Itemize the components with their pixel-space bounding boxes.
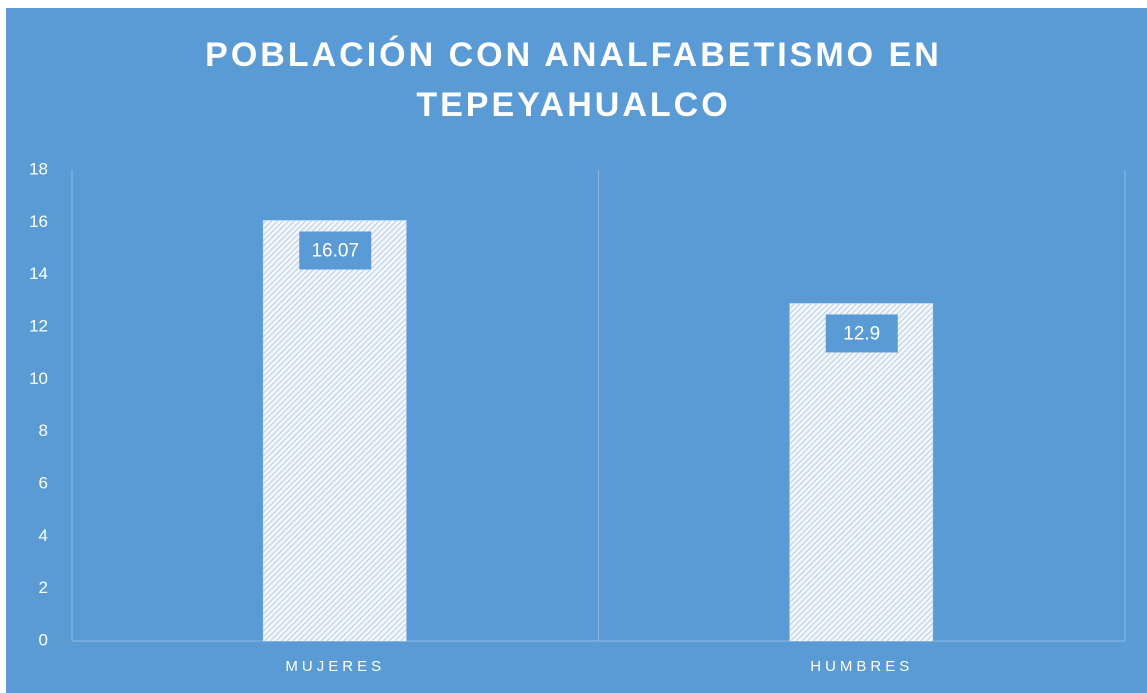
y-tick-label: 4: [39, 526, 48, 545]
chart-background: [6, 8, 1147, 693]
y-tick-label: 6: [39, 473, 48, 492]
x-tick-label: MUJERES: [285, 658, 385, 675]
data-label: 16.07: [311, 241, 359, 262]
y-tick-label: 2: [39, 578, 48, 597]
data-label-box: [299, 231, 372, 270]
chart-title: POBLACIÓN CON ANALFABETISMO EN TEPEYAHUA…: [205, 36, 942, 124]
y-tick-label: 12: [29, 316, 48, 335]
data-label: 12.9: [843, 323, 880, 344]
x-tick-label: HUMBRES: [810, 658, 913, 675]
y-tick-label: 10: [29, 369, 48, 388]
y-tick-label: 0: [39, 630, 48, 649]
bar: [789, 302, 934, 642]
bar: [262, 220, 407, 642]
y-tick-label: 18: [29, 159, 48, 178]
y-tick-label: 8: [39, 421, 48, 440]
title-box: POBLACIÓN CON ANALFABETISMO EN TEPEYAHUA…: [0, 30, 1147, 130]
data-label-box: [825, 314, 898, 353]
y-tick-label: 16: [29, 212, 48, 231]
y-tick-label: 14: [29, 264, 48, 283]
